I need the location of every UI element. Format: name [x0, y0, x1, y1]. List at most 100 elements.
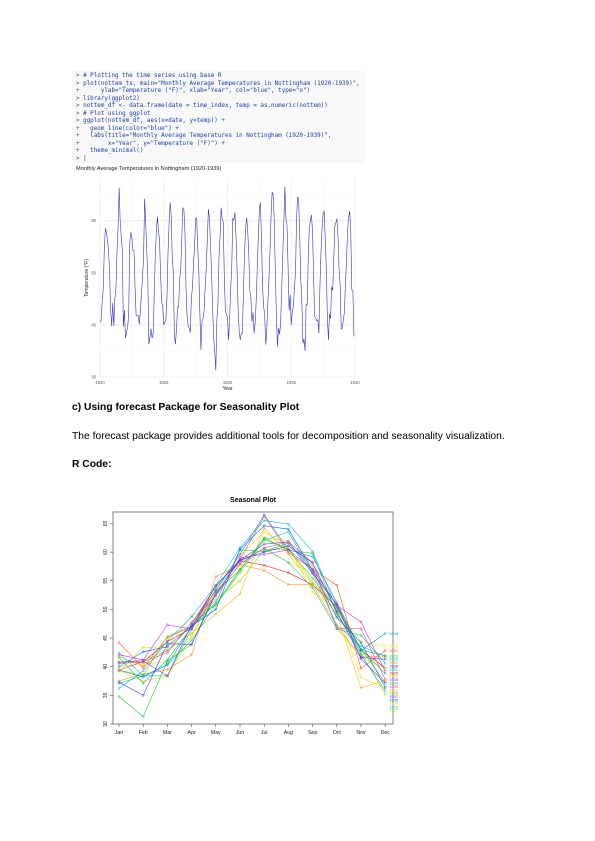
- y-tick-label: 30: [91, 375, 96, 380]
- plot-frame: [112, 511, 394, 725]
- series-point: [311, 586, 314, 589]
- series-point: [359, 627, 363, 631]
- series-line: [118, 525, 386, 688]
- series-point: [359, 667, 363, 670]
- y-tick-label: 35: [103, 692, 109, 698]
- series-point: [335, 616, 339, 619]
- month-tick-label: Jun: [236, 730, 244, 736]
- series-point: [117, 655, 121, 658]
- x-tick-label: 1925: [159, 380, 169, 385]
- series-point: [359, 676, 363, 679]
- series-point: [190, 636, 193, 639]
- series-point: [287, 522, 290, 526]
- series-point: [117, 695, 121, 698]
- series-point: [359, 620, 363, 624]
- year-label: 1924: [389, 644, 399, 649]
- year-label: 1931: [389, 667, 399, 672]
- code-line: > nottem_df <- data.frame(date = time_in…: [76, 103, 328, 110]
- series-point: [190, 615, 193, 619]
- series-point: [311, 565, 314, 568]
- series-point: [238, 579, 242, 583]
- month-tick-label: Sep: [308, 730, 317, 736]
- series-point: [214, 584, 218, 588]
- series-point: [190, 643, 193, 646]
- series-point: [311, 561, 314, 564]
- month-tick-label: Aug: [284, 730, 293, 736]
- seasonal-series-1935: [117, 524, 387, 689]
- month-tick-label: Dec: [381, 730, 391, 736]
- y-tick-label: 40: [103, 664, 109, 670]
- month-tick-label: Feb: [139, 730, 148, 736]
- code-line: > # Plotting the time series using base …: [76, 73, 221, 80]
- code-text: theme_minimal(): [79, 148, 144, 154]
- series-point: [117, 651, 121, 655]
- year-label: 1933: [389, 704, 399, 709]
- series-line: [118, 541, 386, 680]
- code-text: geom_line(color="blue") +: [79, 125, 179, 132]
- y-tick-label: 60: [91, 218, 96, 223]
- series-point: [287, 530, 290, 534]
- x-tick-label: 1920: [95, 380, 105, 385]
- code-line: > ggplot(nottem_df, aes(x=date, y=temp))…: [76, 118, 225, 125]
- year-label: 1932: [389, 657, 399, 662]
- code-text: library(ggplot2): [79, 95, 140, 102]
- month-tick-label: May: [211, 730, 221, 736]
- code-prompt: >: [76, 118, 80, 124]
- series-point: [262, 546, 266, 550]
- month-tick-label: Jul: [261, 730, 268, 736]
- temperature-series-line: [99, 186, 355, 371]
- y-tick-label: 45: [103, 635, 109, 641]
- year-label: 1923: [389, 687, 399, 692]
- code-line: + labs(title="Monthly Average Temperatur…: [76, 133, 331, 140]
- y-tick-label: 40: [91, 322, 96, 327]
- code-text: nottem_df <- data.frame(date = time_inde…: [79, 103, 328, 109]
- series-line: [118, 514, 386, 678]
- series-point: [335, 610, 339, 613]
- code-text: ylab="Temperature (°F)", xlab="Year", co…: [79, 88, 311, 94]
- month-tick-label: Apr: [188, 730, 196, 736]
- year-label: 1937: [389, 694, 399, 699]
- code-prompt: >: [76, 155, 80, 162]
- series-point: [141, 666, 145, 670]
- series-point: [359, 641, 363, 644]
- series-point: [190, 639, 193, 642]
- code-line: + geom_line(color="blue") +: [76, 126, 179, 133]
- series-point: [117, 656, 121, 659]
- series-point: [141, 660, 145, 663]
- series-point: [117, 660, 121, 664]
- series-point: [141, 682, 145, 685]
- x-tick-label: 1940: [350, 380, 360, 385]
- series-point: [287, 583, 290, 587]
- code-line: + x="Year", y="Temperature (°F)") +: [76, 141, 225, 148]
- series-point: [311, 572, 314, 575]
- series-point: [311, 590, 314, 594]
- x-tick-label: 1930: [223, 380, 233, 385]
- series-point: [166, 639, 169, 643]
- code-text: x="Year", y="Temperature (°F)") +: [79, 140, 225, 147]
- series-point: [141, 694, 145, 697]
- series-point: [117, 653, 121, 656]
- series-point: [166, 623, 169, 627]
- series-point: [214, 594, 218, 597]
- year-label: 1938: [389, 677, 399, 682]
- series-point: [117, 665, 121, 669]
- series-point: [311, 555, 314, 558]
- year-label: 1929: [389, 653, 399, 658]
- series-point: [383, 661, 387, 665]
- series-point: [262, 530, 266, 534]
- code-line: > library(ggplot2): [76, 96, 140, 103]
- series-point: [262, 513, 266, 517]
- series-point: [335, 604, 339, 607]
- year-label: 1925: [389, 701, 399, 706]
- series-point: [166, 668, 169, 671]
- year-label: 1926: [389, 674, 399, 679]
- code-prompt: +: [76, 148, 80, 154]
- series-point: [166, 635, 169, 638]
- year-label: 1928: [389, 691, 399, 696]
- series-point: [238, 546, 242, 549]
- series-line: [118, 520, 386, 691]
- year-label: 1921: [389, 648, 399, 653]
- series-point: [335, 606, 339, 610]
- seasonal-plot-title: Seasonal Plot: [230, 497, 277, 504]
- code-text: plot(nottem_ts, main="Monthly Average Te…: [79, 80, 360, 87]
